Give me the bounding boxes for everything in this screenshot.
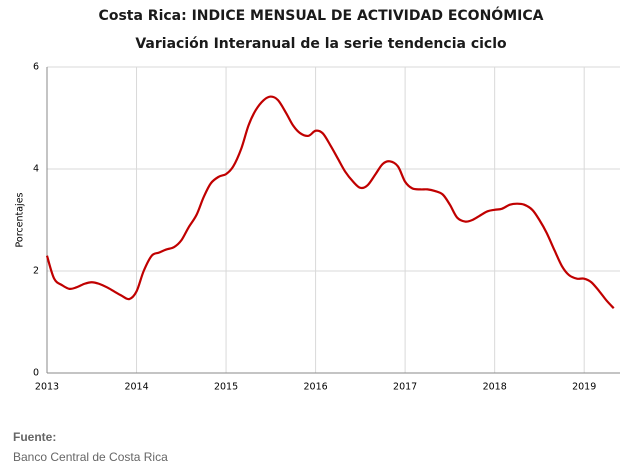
- chart-title: Costa Rica: INDICE MENSUAL DE ACTIVIDAD …: [99, 6, 544, 24]
- x-tick-label: 2016: [304, 382, 328, 393]
- x-tick-label: 2014: [124, 382, 148, 393]
- source-label: Fuente:: [13, 430, 56, 444]
- x-tick-label: 2018: [483, 382, 507, 393]
- line-series: [45, 95, 615, 309]
- y-tick-label: 0: [33, 368, 39, 379]
- y-tick-label: 4: [33, 164, 39, 175]
- x-tick-label: 2017: [393, 382, 417, 393]
- x-tick-label: 2013: [35, 382, 59, 393]
- y-axis-label: Porcentajes: [15, 192, 26, 247]
- chart-subtitle: Variación Interanual de la serie tendenc…: [135, 36, 507, 52]
- y-tick-label: 2: [33, 266, 39, 277]
- x-tick-label: 2019: [572, 382, 596, 393]
- x-tick-label: 2015: [214, 382, 238, 393]
- source: Banco Central de Costa Rica: [13, 450, 168, 464]
- y-tick-label: 6: [33, 62, 39, 73]
